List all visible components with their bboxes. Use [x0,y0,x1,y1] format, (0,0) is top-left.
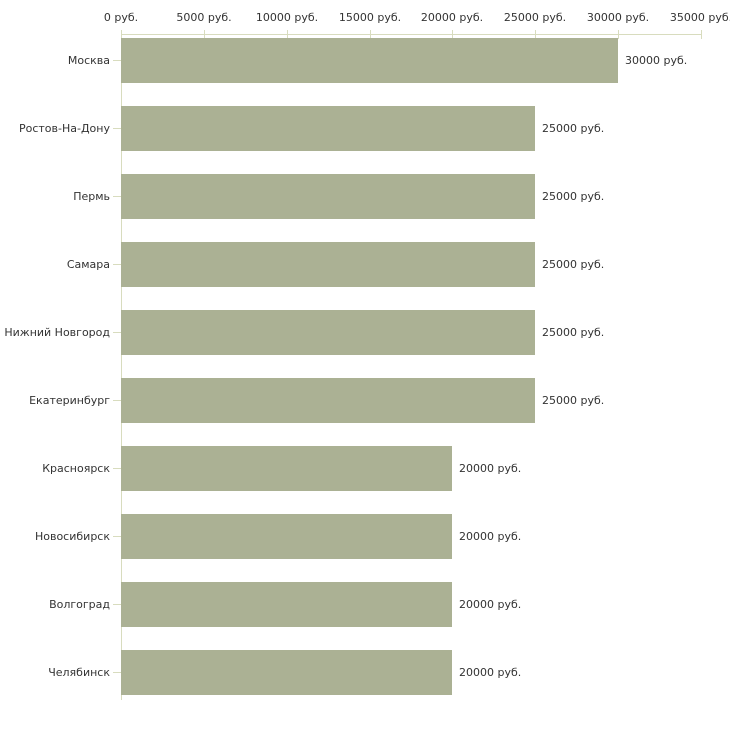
x-tick-mark [370,30,371,39]
x-tick-mark [618,30,619,39]
x-tick-label: 30000 руб. [586,11,650,24]
x-tick-mark [701,30,702,39]
bar [121,38,618,83]
bar [121,378,535,423]
bar [121,310,535,355]
category-tick-mark [113,264,121,265]
category-tick-mark [113,536,121,537]
bar [121,242,535,287]
x-tick-mark [452,30,453,39]
category-label: Волгоград [49,598,110,611]
category-label: Новосибирск [34,530,110,543]
x-tick-label: 35000 руб. [669,11,730,24]
category-label: Самара [66,258,110,271]
category-tick-mark [113,400,121,401]
bar [121,650,452,695]
value-label: 20000 руб. [459,666,522,679]
category-label: Ростов-На-Дону [18,122,110,135]
category-tick-mark [113,332,121,333]
value-label: 25000 руб. [542,326,605,339]
x-tick-mark [121,30,122,39]
y-axis-line [121,34,122,700]
category-tick-mark [113,604,121,605]
x-axis-line [121,34,701,35]
x-tick-mark [204,30,205,39]
bar [121,106,535,151]
category-label: Екатеринбург [29,394,110,407]
category-tick-mark [113,468,121,469]
category-tick-mark [113,196,121,197]
bar [121,582,452,627]
value-label: 20000 руб. [459,462,522,475]
bar [121,446,452,491]
bar [121,514,452,559]
category-label: Москва [67,54,110,67]
value-label: 25000 руб. [542,122,605,135]
category-tick-mark [113,672,121,673]
value-label: 25000 руб. [542,394,605,407]
category-tick-mark [113,128,121,129]
x-tick-label: 5000 руб. [176,11,232,24]
x-tick-label: 15000 руб. [338,11,402,24]
x-tick-label: 20000 руб. [420,11,484,24]
value-label: 20000 руб. [459,598,522,611]
value-label: 20000 руб. [459,530,522,543]
category-tick-mark [113,60,121,61]
x-tick-label: 10000 руб. [255,11,319,24]
category-label: Пермь [73,190,110,203]
value-label: 25000 руб. [542,190,605,203]
category-label: Нижний Новгород [4,326,110,339]
x-tick-mark [287,30,288,39]
category-label: Красноярск [42,462,110,475]
value-label: 25000 руб. [542,258,605,271]
category-label: Челябинск [48,666,110,679]
x-tick-label: 0 руб. [103,11,139,24]
x-tick-mark [535,30,536,39]
value-label: 30000 руб. [625,54,688,67]
x-tick-label: 25000 руб. [503,11,567,24]
bar [121,174,535,219]
